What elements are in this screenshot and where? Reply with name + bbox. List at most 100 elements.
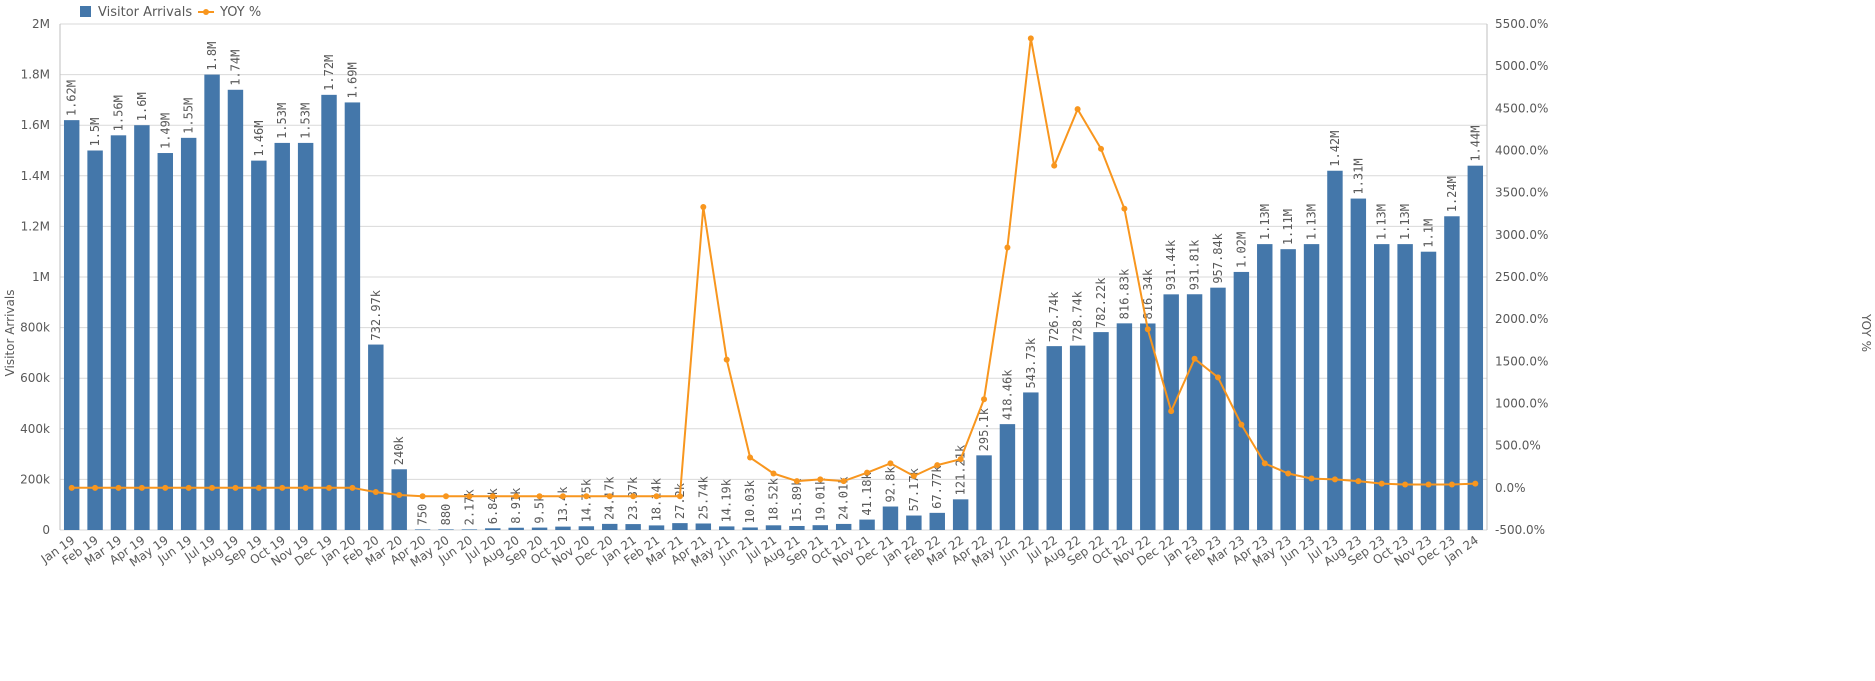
- yoy-point[interactable]: [185, 484, 192, 491]
- yoy-point[interactable]: [1285, 470, 1292, 477]
- bar[interactable]: [204, 74, 220, 530]
- legend-item-visitor-arrivals[interactable]: Visitor Arrivals: [80, 5, 192, 20]
- bar[interactable]: [180, 137, 197, 530]
- bar[interactable]: [1069, 345, 1086, 530]
- yoy-point[interactable]: [676, 493, 683, 500]
- bar[interactable]: [87, 150, 103, 531]
- yoy-point[interactable]: [255, 484, 262, 491]
- yoy-point[interactable]: [396, 492, 403, 499]
- bar[interactable]: [251, 160, 267, 530]
- bar[interactable]: [1257, 244, 1273, 531]
- bar[interactable]: [508, 527, 524, 530]
- bar[interactable]: [1397, 244, 1413, 531]
- yoy-point[interactable]: [653, 493, 660, 500]
- yoy-point[interactable]: [910, 473, 917, 480]
- bar[interactable]: [999, 424, 1016, 530]
- bar[interactable]: [274, 142, 290, 530]
- yoy-point[interactable]: [981, 396, 988, 403]
- bar[interactable]: [110, 135, 127, 530]
- yoy-point[interactable]: [700, 204, 707, 211]
- yoy-point[interactable]: [1004, 244, 1011, 251]
- bar[interactable]: [414, 529, 431, 530]
- yoy-point[interactable]: [279, 484, 286, 491]
- bar[interactable]: [578, 526, 595, 530]
- bar[interactable]: [695, 523, 712, 530]
- yoy-point[interactable]: [1402, 481, 1409, 488]
- yoy-point[interactable]: [770, 470, 777, 477]
- bar[interactable]: [1280, 249, 1296, 531]
- bar[interactable]: [1046, 346, 1062, 530]
- yoy-point[interactable]: [1144, 326, 1151, 333]
- yoy-point[interactable]: [1331, 476, 1338, 483]
- yoy-point[interactable]: [372, 489, 379, 496]
- yoy-point[interactable]: [209, 484, 216, 491]
- bar[interactable]: [1140, 323, 1156, 530]
- yoy-point[interactable]: [466, 493, 473, 500]
- bar[interactable]: [1327, 170, 1343, 531]
- yoy-point[interactable]: [840, 478, 847, 485]
- yoy-point[interactable]: [887, 460, 894, 467]
- bar[interactable]: [461, 529, 478, 530]
- bar[interactable]: [438, 529, 454, 530]
- yoy-point[interactable]: [349, 484, 356, 491]
- bar[interactable]: [648, 525, 665, 530]
- yoy-point[interactable]: [1051, 162, 1058, 169]
- bar[interactable]: [1467, 165, 1484, 530]
- yoy-point[interactable]: [1214, 374, 1221, 381]
- bar[interactable]: [1444, 216, 1460, 530]
- bar[interactable]: [765, 525, 782, 530]
- bar[interactable]: [742, 527, 758, 530]
- bar[interactable]: [485, 528, 501, 530]
- yoy-point[interactable]: [1027, 35, 1034, 42]
- bar[interactable]: [1233, 271, 1250, 530]
- yoy-point[interactable]: [934, 462, 941, 469]
- yoy-point[interactable]: [864, 469, 871, 476]
- bar[interactable]: [368, 344, 384, 530]
- bar[interactable]: [952, 499, 969, 530]
- bar[interactable]: [718, 526, 735, 530]
- yoy-point[interactable]: [559, 493, 566, 500]
- yoy-point[interactable]: [536, 493, 543, 500]
- bar[interactable]: [157, 153, 173, 530]
- yoy-point[interactable]: [92, 484, 99, 491]
- yoy-point[interactable]: [232, 484, 239, 491]
- bar[interactable]: [625, 524, 641, 530]
- yoy-point[interactable]: [1425, 481, 1432, 488]
- bar[interactable]: [835, 523, 852, 530]
- yoy-point[interactable]: [1098, 145, 1105, 152]
- bar[interactable]: [1303, 244, 1320, 531]
- bar[interactable]: [976, 455, 992, 530]
- legend-item-yoy[interactable]: YOY %: [198, 5, 261, 20]
- yoy-point[interactable]: [1074, 106, 1081, 113]
- bar[interactable]: [1186, 294, 1203, 530]
- bar[interactable]: [929, 512, 945, 530]
- yoy-point[interactable]: [302, 484, 309, 491]
- yoy-point[interactable]: [1308, 475, 1315, 482]
- yoy-point[interactable]: [138, 484, 145, 491]
- bar[interactable]: [63, 120, 80, 530]
- yoy-point[interactable]: [326, 484, 333, 491]
- yoy-point[interactable]: [1448, 481, 1455, 488]
- bar[interactable]: [859, 519, 875, 530]
- yoy-point[interactable]: [513, 493, 520, 500]
- yoy-point[interactable]: [1472, 480, 1479, 487]
- yoy-point[interactable]: [162, 484, 169, 491]
- bar[interactable]: [1374, 244, 1390, 531]
- yoy-point[interactable]: [583, 493, 590, 500]
- yoy-point[interactable]: [1378, 480, 1385, 487]
- bar[interactable]: [812, 525, 829, 530]
- bar[interactable]: [1023, 392, 1039, 530]
- yoy-point[interactable]: [115, 484, 122, 491]
- bar[interactable]: [134, 125, 150, 530]
- bar[interactable]: [531, 527, 548, 530]
- bar[interactable]: [906, 515, 922, 530]
- yoy-point[interactable]: [606, 493, 613, 500]
- yoy-point[interactable]: [442, 493, 449, 500]
- yoy-point[interactable]: [723, 356, 730, 363]
- bar[interactable]: [882, 506, 899, 530]
- yoy-point[interactable]: [957, 456, 964, 463]
- bar[interactable]: [321, 94, 337, 530]
- yoy-point[interactable]: [630, 493, 637, 500]
- yoy-point[interactable]: [419, 493, 426, 500]
- yoy-point[interactable]: [1355, 478, 1362, 485]
